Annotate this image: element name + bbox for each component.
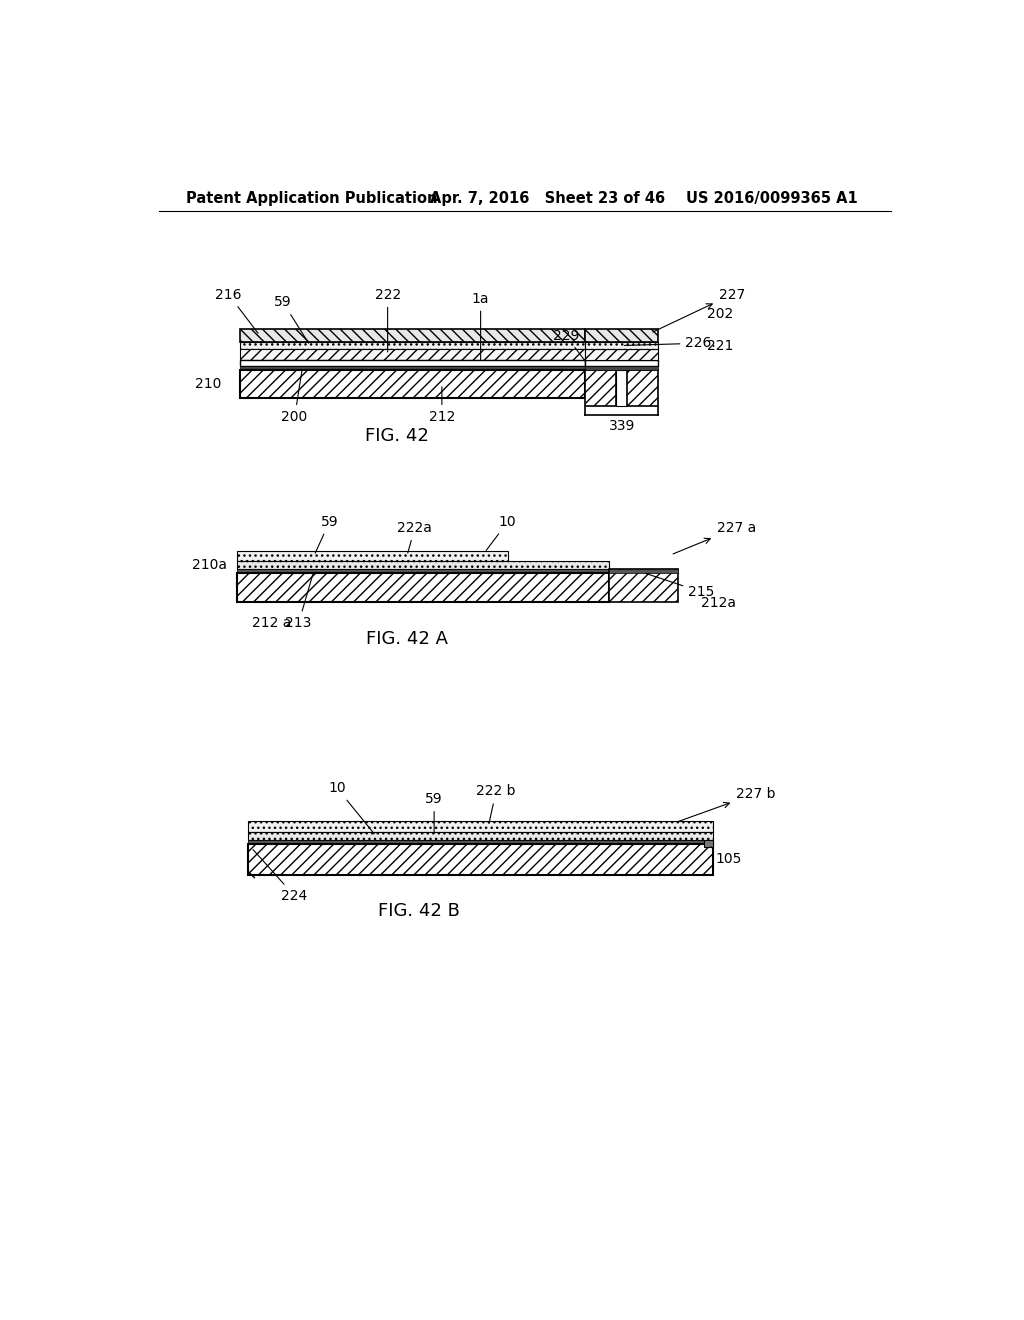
Text: 210: 210: [195, 378, 221, 391]
Bar: [241, 330, 586, 342]
Text: 213: 213: [286, 573, 313, 631]
Text: 10: 10: [486, 515, 516, 550]
Text: 105: 105: [711, 847, 741, 866]
Text: FIG. 42: FIG. 42: [365, 428, 429, 445]
Text: 212 a: 212 a: [252, 616, 292, 631]
Bar: [241, 350, 586, 360]
Text: 224: 224: [253, 850, 308, 903]
Bar: [616, 370, 627, 405]
Text: 216: 216: [215, 288, 258, 333]
Bar: [627, 370, 658, 405]
Text: 59: 59: [274, 296, 308, 343]
Text: 1a: 1a: [472, 292, 489, 360]
Bar: [248, 843, 713, 875]
Bar: [586, 330, 658, 342]
Text: 59: 59: [425, 792, 443, 833]
Text: Apr. 7, 2016   Sheet 23 of 46: Apr. 7, 2016 Sheet 23 of 46: [430, 191, 666, 206]
Text: 227 b: 227 b: [677, 787, 775, 822]
Text: 222: 222: [375, 288, 400, 352]
Text: Patent Application Publication: Patent Application Publication: [186, 191, 437, 206]
Text: 59: 59: [315, 515, 338, 553]
Bar: [586, 342, 658, 350]
Text: 222 b: 222 b: [476, 784, 516, 824]
Bar: [248, 832, 713, 840]
Text: 212: 212: [429, 387, 455, 424]
Text: FIG. 42 A: FIG. 42 A: [366, 630, 449, 648]
Text: 202: 202: [707, 308, 733, 321]
Bar: [241, 370, 586, 397]
Text: 339: 339: [608, 418, 635, 433]
Bar: [241, 360, 586, 367]
Text: 200: 200: [282, 371, 308, 424]
Bar: [248, 821, 713, 832]
Text: US 2016/0099365 A1: US 2016/0099365 A1: [686, 191, 858, 206]
Bar: [586, 367, 658, 370]
Text: 227 a: 227 a: [673, 521, 756, 554]
Bar: [703, 840, 713, 847]
Bar: [608, 569, 678, 573]
Bar: [237, 573, 608, 602]
Text: FIG. 42 B: FIG. 42 B: [378, 903, 460, 920]
Bar: [237, 552, 508, 561]
Text: 215: 215: [646, 573, 715, 599]
Bar: [241, 342, 586, 350]
Bar: [237, 569, 608, 573]
Bar: [237, 561, 608, 569]
Bar: [248, 840, 713, 843]
Bar: [608, 569, 678, 602]
Text: 226.: 226.: [625, 337, 716, 350]
Bar: [241, 367, 586, 370]
Text: 221: 221: [707, 338, 733, 352]
Text: 222a: 222a: [397, 521, 432, 553]
Text: 227: 227: [653, 288, 744, 333]
Bar: [586, 370, 616, 405]
Bar: [586, 350, 658, 360]
Text: 229: 229: [553, 329, 585, 360]
Bar: [586, 360, 658, 367]
Text: 212a: 212a: [701, 597, 736, 610]
Text: 210a: 210a: [193, 558, 227, 572]
Text: 10: 10: [329, 781, 374, 834]
